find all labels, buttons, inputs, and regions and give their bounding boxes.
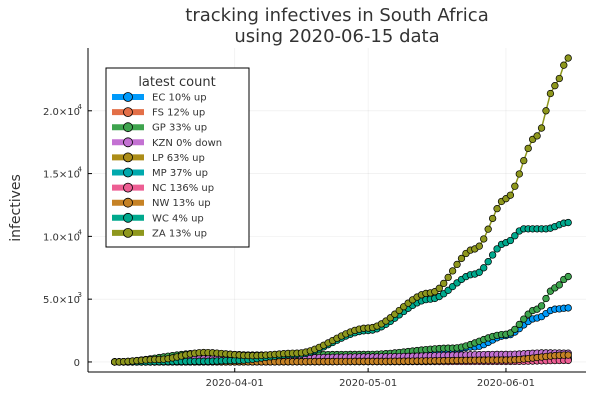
series-9-point-90	[511, 182, 519, 190]
legend-marker-4	[123, 152, 133, 163]
legend-label-2: GP 33% up	[152, 123, 207, 134]
series-9-point-74	[440, 279, 448, 288]
series-layer	[111, 54, 572, 366]
series-8-point-84	[484, 258, 492, 266]
legend-title: latest count	[138, 75, 215, 90]
y-tick-label-0: 0	[74, 358, 80, 369]
legend-label-3: KZN 0% down	[152, 138, 222, 149]
series-8-point-86	[493, 245, 501, 253]
y-tick-exponent-3: 4	[78, 166, 83, 174]
series-9-point-86	[493, 205, 501, 213]
series-9-point-78	[457, 254, 466, 263]
series-2-point-96	[537, 302, 546, 310]
series-2-point-92	[520, 315, 528, 323]
legend-label-6: NC 136% up	[152, 183, 214, 194]
legend: latest count EC 10% up FS 12% up GP 33% up…	[105, 67, 250, 248]
y-tick-label-2: 1.0×10	[43, 232, 80, 243]
legend-marker-8	[123, 212, 133, 223]
y-tick-label-3: 1.5×10	[43, 170, 80, 181]
legend-label-0: EC 10% up	[152, 93, 207, 104]
series-2-point-91	[515, 320, 523, 329]
legend-marker-6	[123, 182, 133, 193]
series-9-point-101	[560, 61, 568, 69]
series-9-point-100	[555, 74, 563, 83]
axes: 2020-04-01 2020-05-01 2020-06-01 0 5.0×103 1.…	[43, 48, 586, 389]
chart-title-line-2: using 2020-06-15 data	[234, 26, 439, 47]
series-0-point-102	[564, 304, 572, 312]
series-9-point-91	[515, 170, 523, 178]
series-8-point-85	[488, 251, 497, 259]
series-2-point-100	[555, 281, 563, 289]
y-tick-exponent-2: 4	[78, 228, 83, 236]
legend-label-8: WC 4% up	[152, 213, 204, 224]
chart-title-line-1: tracking infectives in South Africa	[185, 5, 488, 26]
series-9-point-97	[542, 107, 550, 115]
series-9-point-85	[488, 214, 497, 223]
legend-label-9: ZA 13% up	[152, 228, 207, 239]
series-line-2	[114, 275, 569, 363]
legend-marker-7	[123, 197, 133, 208]
legend-label-4: LP 63% up	[152, 153, 205, 164]
series-9-point-93	[524, 144, 532, 153]
legend-marker-0	[123, 92, 133, 102]
legend-marker-5	[123, 167, 133, 178]
x-tick-label-0: 2020-04-01	[206, 378, 264, 389]
legend-items: EC 10% up FS 12% up GP 33% up KZN 0% down LP…	[112, 92, 222, 239]
series-2-point-97	[542, 294, 550, 303]
y-tick-label-4: 2.0×10	[43, 107, 80, 118]
legend-marker-9	[123, 227, 133, 238]
series-8-point-102	[564, 218, 572, 227]
x-tick-label-1: 2020-05-01	[339, 378, 397, 389]
legend-marker-1	[123, 107, 133, 117]
series-9	[111, 54, 572, 366]
series-9-point-77	[453, 260, 461, 269]
series-9-point-73	[435, 284, 443, 292]
series-2-point-90	[511, 325, 519, 334]
series-9-point-98	[546, 89, 555, 98]
legend-marker-3	[123, 137, 133, 148]
series-2-point-102	[564, 272, 572, 281]
series-9-point-99	[551, 82, 559, 90]
series-9-point-82	[475, 242, 483, 250]
series-9-point-96	[537, 124, 546, 132]
legend-label-5: MP 37% up	[152, 168, 208, 179]
series-8-point-82	[475, 268, 483, 276]
series-9-point-89	[506, 191, 515, 199]
y-axis-label: infectives	[8, 174, 24, 242]
series-9-point-92	[520, 156, 528, 165]
legend-label-7: NW 13% up	[152, 198, 211, 209]
y-tick-label-1: 5.0×10	[43, 295, 80, 306]
series-8-point-90	[511, 232, 519, 240]
series-9-point-75	[444, 273, 452, 282]
legend-label-1: FS 12% up	[152, 108, 205, 119]
series-9-point-102	[564, 54, 572, 62]
series-9-point-76	[448, 267, 457, 275]
y-tick-exponent-1: 3	[78, 291, 82, 299]
series-9-point-95	[533, 132, 541, 140]
series-9-point-84	[484, 225, 492, 233]
y-tick-exponent-4: 4	[78, 103, 83, 111]
series-8-point-89	[506, 236, 515, 245]
series-9-point-83	[480, 235, 488, 243]
series-7-point-102	[564, 351, 572, 359]
series-8-point-83	[480, 264, 488, 272]
legend-marker-2	[123, 122, 133, 133]
x-tick-label-2: 2020-06-01	[477, 378, 535, 389]
